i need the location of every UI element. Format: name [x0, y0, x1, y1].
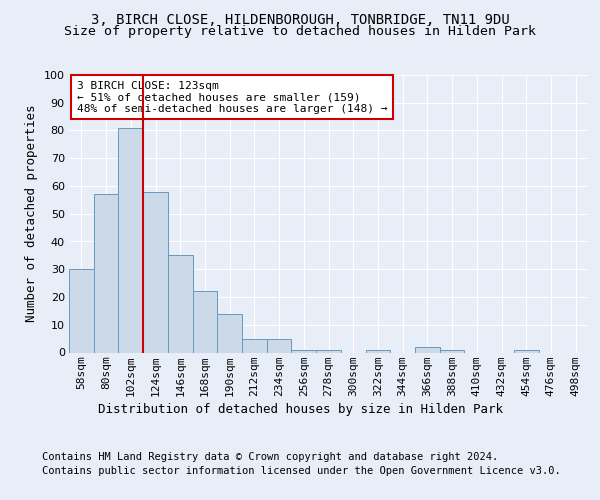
- Bar: [242, 338, 267, 352]
- Text: Distribution of detached houses by size in Hilden Park: Distribution of detached houses by size …: [97, 402, 503, 415]
- Bar: [365, 350, 390, 352]
- Bar: [168, 256, 193, 352]
- Y-axis label: Number of detached properties: Number of detached properties: [25, 105, 38, 322]
- Bar: [94, 194, 118, 352]
- Text: 3, BIRCH CLOSE, HILDENBOROUGH, TONBRIDGE, TN11 9DU: 3, BIRCH CLOSE, HILDENBOROUGH, TONBRIDGE…: [91, 12, 509, 26]
- Text: Contains HM Land Registry data © Crown copyright and database right 2024.: Contains HM Land Registry data © Crown c…: [42, 452, 498, 462]
- Bar: [267, 338, 292, 352]
- Bar: [292, 350, 316, 352]
- Bar: [316, 350, 341, 352]
- Text: 3 BIRCH CLOSE: 123sqm
← 51% of detached houses are smaller (159)
48% of semi-det: 3 BIRCH CLOSE: 123sqm ← 51% of detached …: [77, 80, 387, 114]
- Bar: [217, 314, 242, 352]
- Bar: [514, 350, 539, 352]
- Bar: [193, 292, 217, 352]
- Bar: [143, 192, 168, 352]
- Text: Contains public sector information licensed under the Open Government Licence v3: Contains public sector information licen…: [42, 466, 561, 476]
- Bar: [69, 269, 94, 352]
- Text: Size of property relative to detached houses in Hilden Park: Size of property relative to detached ho…: [64, 25, 536, 38]
- Bar: [440, 350, 464, 352]
- Bar: [415, 347, 440, 352]
- Bar: [118, 128, 143, 352]
